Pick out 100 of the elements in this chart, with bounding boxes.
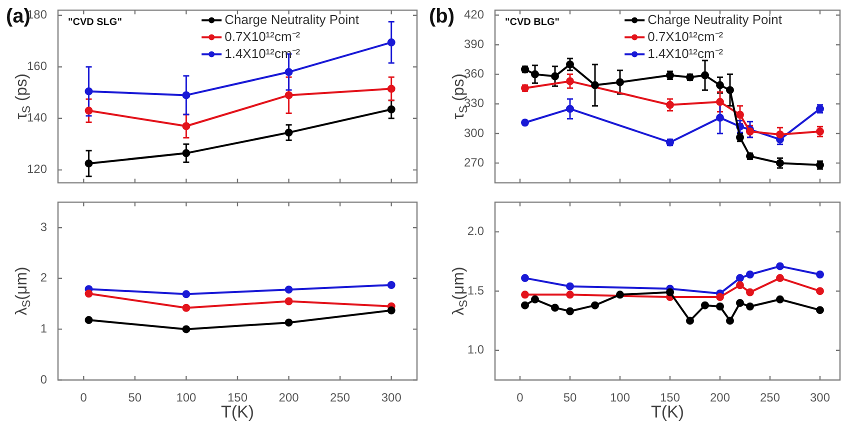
annotation: "CVD BLG" — [505, 16, 560, 28]
point — [387, 38, 396, 46]
point — [551, 304, 559, 312]
point — [84, 106, 93, 115]
text: (b) — [429, 6, 455, 28]
point — [284, 318, 293, 327]
point — [701, 301, 709, 310]
point — [284, 91, 293, 100]
x-axis-title: T(K) — [220, 402, 254, 422]
y-tick-label: 390 — [464, 37, 484, 52]
point — [182, 91, 190, 100]
point — [701, 71, 709, 80]
point — [566, 307, 574, 316]
point — [716, 302, 724, 311]
y-tick-label: 2 — [40, 270, 48, 285]
x-tick-label: 200 — [278, 390, 300, 405]
legend-label: 1.4X10¹²cm⁻² — [224, 46, 301, 61]
point — [816, 306, 824, 314]
point — [666, 288, 674, 296]
point — [84, 290, 93, 298]
point — [566, 104, 574, 113]
point — [776, 295, 784, 304]
point — [591, 81, 599, 90]
point — [736, 298, 744, 307]
point — [736, 110, 744, 119]
point — [776, 262, 784, 270]
x-tick-label: 300 — [810, 390, 830, 405]
point — [591, 301, 599, 310]
point — [816, 270, 824, 279]
point — [182, 122, 190, 130]
point — [284, 128, 293, 137]
y-tick-label: 1.0 — [467, 342, 484, 357]
x-tick-label: 100 — [176, 390, 197, 405]
point — [776, 274, 784, 282]
point — [521, 301, 529, 310]
point — [521, 290, 529, 299]
legend-label: 0.7X10¹²cm⁻² — [648, 28, 724, 44]
y-axis-title: λS(μm) — [13, 266, 33, 316]
point — [716, 81, 724, 90]
x-tick-label: 250 — [330, 390, 350, 405]
y-tick-label: 3 — [40, 220, 48, 234]
x-tick-label: 0 — [516, 390, 524, 405]
point — [551, 72, 559, 80]
point — [182, 304, 190, 312]
point — [666, 100, 674, 109]
x-tick-label: 50 — [128, 390, 142, 405]
y-tick-label: 120 — [26, 162, 48, 176]
y-tick-label: 300 — [464, 126, 484, 140]
point — [387, 105, 396, 114]
point — [84, 159, 93, 168]
x-tick-label: 250 — [760, 390, 780, 405]
y-tick-label: 420 — [464, 7, 484, 22]
point — [716, 114, 724, 122]
point — [84, 316, 93, 324]
x-tick-label: 0 — [80, 390, 88, 405]
point — [182, 290, 190, 298]
point — [746, 288, 754, 296]
y-tick-label: 0 — [40, 372, 48, 386]
point — [566, 282, 574, 290]
x-tick-label: 50 — [563, 390, 577, 405]
point — [776, 130, 784, 138]
x-tick-label: 100 — [610, 390, 630, 405]
point — [84, 87, 93, 96]
y-tick-label: 2.0 — [467, 224, 484, 238]
point — [686, 316, 694, 325]
point — [716, 98, 724, 106]
y-tick-label: 160 — [26, 59, 48, 74]
point — [521, 274, 529, 282]
point — [387, 84, 396, 93]
point — [736, 281, 744, 290]
point — [387, 281, 396, 290]
annotation: "CVD SLG" — [68, 16, 122, 28]
x-tick-label: 150 — [227, 390, 248, 405]
x-axis-title: T(K) — [650, 402, 684, 422]
point — [531, 70, 539, 78]
point — [387, 306, 396, 314]
y-tick-label: 270 — [464, 155, 484, 170]
point — [531, 295, 539, 304]
point — [566, 290, 574, 299]
x-tick-label: 150 — [660, 390, 680, 405]
point — [716, 293, 724, 302]
y-tick-label: 1.5 — [467, 283, 484, 298]
point — [816, 287, 824, 296]
point — [284, 286, 293, 294]
x-tick-label: 200 — [710, 390, 730, 405]
point — [746, 270, 754, 279]
point — [616, 78, 624, 86]
legend-label: Charge Neutrality Point — [648, 12, 782, 27]
point — [182, 149, 190, 158]
point — [736, 274, 744, 282]
point — [616, 290, 624, 299]
legend-label: Charge Neutrality Point — [224, 12, 360, 27]
x-tick-label: 300 — [381, 390, 402, 405]
point — [566, 77, 574, 86]
point — [746, 302, 754, 311]
y-tick-label: 360 — [464, 66, 484, 81]
point — [284, 68, 293, 76]
point — [726, 86, 734, 94]
y-tick-label: 1 — [40, 322, 48, 336]
point — [566, 60, 574, 68]
